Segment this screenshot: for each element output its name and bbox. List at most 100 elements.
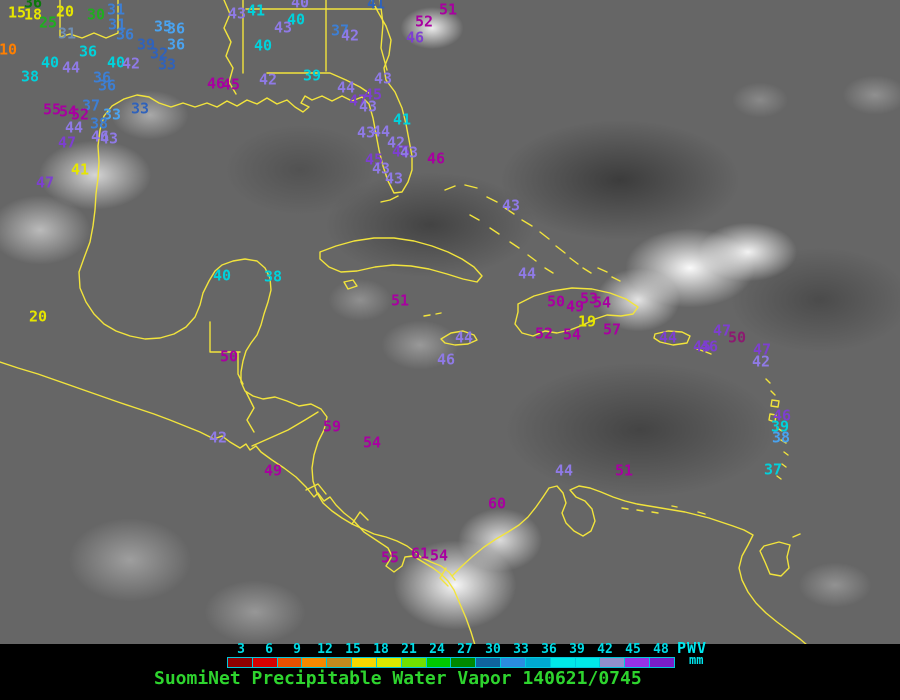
- mainland-coastlines: [0, 0, 808, 645]
- station-pwv-value: 50: [727, 328, 747, 347]
- station-pwv-value: 44: [517, 264, 537, 283]
- station-pwv-value: 46: [772, 406, 792, 425]
- station-pwv-value: 45: [363, 85, 383, 104]
- station-pwv-value: 45: [364, 150, 384, 169]
- colorbar-segment: [550, 658, 576, 667]
- station-pwv-value: 47: [712, 321, 732, 340]
- station-pwv-value: 47: [752, 340, 772, 359]
- station-pwv-value: 32: [149, 44, 169, 63]
- colorbar-tick-label: 36: [541, 642, 557, 657]
- station-pwv-value: 25: [38, 13, 58, 32]
- colorbar-tick-label: 45: [625, 642, 641, 657]
- station-pwv-value: 41: [366, 0, 386, 13]
- station-pwv-value: 41: [392, 110, 412, 129]
- station-pwv-value: 54: [362, 433, 382, 452]
- station-pwv-value: 42: [340, 26, 360, 45]
- station-pwv-value: 61: [410, 544, 430, 563]
- station-pwv-value: 19: [577, 312, 597, 331]
- station-pwv-value: 36: [92, 68, 112, 87]
- station-pwv-value: 52: [414, 12, 434, 31]
- station-pwv-value: 42: [121, 54, 141, 73]
- station-pwv-value: 36: [166, 35, 186, 54]
- station-pwv-value: 20: [28, 307, 48, 326]
- station-pwv-value: 42: [208, 428, 228, 447]
- colorbar-segment: [376, 658, 402, 667]
- station-pwv-value: 33: [157, 55, 177, 74]
- station-pwv-value: 37: [763, 460, 783, 479]
- colorbar-segment: [426, 658, 452, 667]
- station-pwv-value: 53: [579, 289, 599, 308]
- station-pwv-value: 43: [227, 4, 247, 23]
- station-pwv-value: 43: [358, 97, 378, 116]
- colorbar-tick-label: 6: [265, 642, 273, 657]
- station-pwv-value: 15: [7, 3, 27, 22]
- station-pwv-value: 57: [602, 320, 622, 339]
- station-pwv-value: 45: [692, 337, 712, 356]
- station-pwv-value: 43: [371, 159, 391, 178]
- station-pwv-value: 38: [263, 267, 283, 286]
- colorbar: [227, 657, 675, 668]
- colorbar-segment: [525, 658, 551, 667]
- station-pwv-value: 46: [405, 28, 425, 47]
- station-pwv-value: 43: [384, 169, 404, 188]
- station-pwv-value: 33: [130, 99, 150, 118]
- station-pwv-value: 33: [102, 105, 122, 124]
- station-pwv-value: 40: [286, 10, 306, 29]
- colorbar-segment: [476, 658, 502, 667]
- station-pwv-value: 55: [42, 100, 62, 119]
- colorbar-tick-label: 12: [317, 642, 333, 657]
- station-pwv-value: 47: [35, 173, 55, 192]
- colorbar-tick-label: 27: [457, 642, 473, 657]
- station-pwv-value: 45: [391, 142, 411, 161]
- station-pwv-value: 43: [501, 196, 521, 215]
- colorbar-tick-label: 3: [237, 642, 245, 657]
- station-pwv-value: 43: [373, 69, 393, 88]
- station-pwv-value: 44: [61, 58, 81, 77]
- station-pwv-value: 54: [592, 293, 612, 312]
- station-pwv-value: 38: [771, 428, 791, 447]
- coastline-overlay: [0, 0, 808, 645]
- station-pwv-value: 42: [751, 352, 771, 371]
- station-pwv-value: 44: [658, 328, 678, 347]
- station-pwv-value: 54: [562, 325, 582, 344]
- colorbar-segment: [650, 658, 674, 667]
- station-pwv-value: 38: [89, 114, 109, 133]
- station-pwv-value: 49: [565, 297, 585, 316]
- colorbar-segment: [575, 658, 601, 667]
- station-pwv-value: 42: [386, 133, 406, 152]
- colorbar-segment: [501, 658, 526, 667]
- station-pwv-value: 39: [136, 35, 156, 54]
- station-pwv-value: 46: [206, 74, 226, 93]
- station-pwv-value: 42: [258, 70, 278, 89]
- pwv-unit-mm-label: mm: [689, 653, 704, 667]
- station-pwv-value: 44: [371, 122, 391, 141]
- colorbar-tick-labels: 3 6 9 12 15 18 21 24 27 30 33 36 39 42 45 48: [227, 642, 675, 657]
- station-pwv-value: 51: [614, 461, 634, 480]
- station-pwv-value: 41: [246, 1, 266, 20]
- station-pwv-value: 49: [263, 461, 283, 480]
- station-pwv-value: 52: [70, 105, 90, 124]
- colorbar-segment: [302, 658, 328, 667]
- colorbar-segment: [327, 658, 353, 667]
- station-pwv-value: 31: [106, 0, 126, 19]
- station-pwv-value: 44: [336, 78, 356, 97]
- station-pwv-value: 40: [106, 53, 126, 72]
- station-pwv-value: 35: [153, 17, 173, 36]
- station-pwv-value: 43: [99, 129, 119, 148]
- station-pwv-value: 44: [454, 328, 474, 347]
- station-pwv-value: 36: [166, 19, 186, 38]
- station-pwv-value: 10: [0, 40, 18, 59]
- colorbar-tick-label: 30: [485, 642, 501, 657]
- station-pwv-value: 31: [107, 15, 127, 34]
- colorbar-segment: [451, 658, 477, 667]
- legend-background: [0, 644, 900, 700]
- colorbar-tick-label: 24: [429, 642, 445, 657]
- satellite-water-vapor-image: [0, 0, 900, 645]
- station-pwv-value: 43: [399, 143, 419, 162]
- colorbar-tick-label: 39: [569, 642, 585, 657]
- station-pwv-value: 31: [57, 24, 77, 43]
- station-pwv-value: 39: [302, 66, 322, 85]
- political-borders: [59, 0, 449, 587]
- island-coastlines: [319, 184, 801, 577]
- colorbar-tick-label: 15: [345, 642, 361, 657]
